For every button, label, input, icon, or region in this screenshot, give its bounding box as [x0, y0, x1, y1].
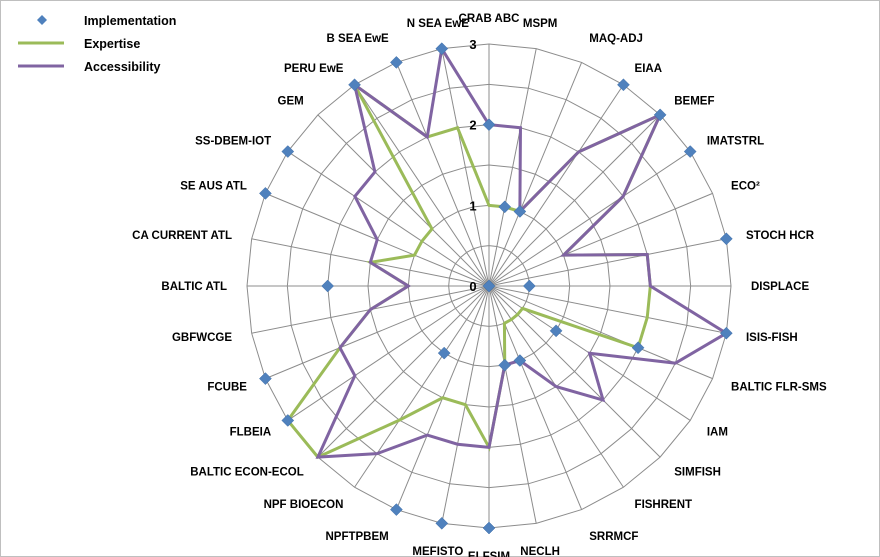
implementation-marker	[348, 78, 361, 92]
legend-label: Implementation	[84, 14, 176, 28]
category-label: PERU EwE	[284, 63, 344, 75]
category-label: DISPLACE	[751, 281, 809, 293]
category-label: ECO²	[731, 181, 760, 193]
category-label: MEFISTO	[412, 546, 463, 557]
tick-label: 2	[469, 118, 476, 133]
implementation-marker	[549, 324, 563, 338]
category-label: BALTIC ECON-ECOL	[190, 466, 304, 478]
category-label: NECLH	[520, 546, 560, 557]
category-label: IMATSTRL	[707, 135, 764, 147]
spoke	[488, 62, 583, 287]
spoke	[488, 151, 691, 287]
tick-label: 0	[469, 279, 476, 294]
spoke	[287, 285, 490, 421]
implementation-marker	[653, 108, 667, 122]
implementation-marker	[683, 145, 697, 158]
implementation-marker	[390, 503, 403, 516]
legend-label: Expertise	[84, 37, 140, 51]
implementation-marker	[321, 279, 335, 293]
implementation-marker	[522, 279, 536, 293]
category-label: ISIS-FISH	[746, 332, 798, 344]
category-label: B SEA EwE	[327, 33, 390, 45]
category-label: FLBEIA	[230, 427, 272, 439]
category-label: EIAA	[635, 63, 662, 75]
category-label: SRRMCF	[589, 531, 638, 543]
category-label: N SEA EwE	[407, 18, 470, 30]
tick-label: 1	[469, 198, 476, 213]
implementation-marker	[498, 358, 512, 372]
category-label: NPF BIOECON	[264, 499, 344, 511]
series-markers	[259, 42, 733, 535]
implementation-marker	[259, 187, 272, 200]
spoke	[395, 62, 490, 287]
tick-label: 3	[469, 37, 476, 52]
implementation-marker	[281, 414, 295, 427]
category-label: BALTIC ATL	[161, 281, 227, 293]
category-label: NPFTPBEM	[325, 531, 388, 543]
category-label: ELFSIM	[468, 551, 510, 557]
spoke	[354, 84, 490, 287]
implementation-marker	[259, 372, 272, 385]
category-label: IAM	[707, 427, 728, 439]
legend: Implementation Expertise Accessibility	[18, 14, 176, 74]
spoke	[488, 285, 583, 510]
category-label: SE AUS ATL	[180, 181, 247, 193]
category-label: STOCH HCR	[746, 230, 815, 242]
implementation-marker	[719, 232, 733, 246]
category-label: BALTIC FLR-SMS	[731, 381, 827, 393]
implementation-marker	[435, 42, 449, 56]
spoke	[265, 285, 490, 380]
category-label: BEMEF	[674, 96, 714, 108]
category-label: MSPM	[523, 18, 558, 30]
category-label: CRAB ABC	[459, 13, 520, 25]
implementation-marker	[719, 326, 733, 340]
spoke	[488, 285, 727, 334]
category-label: SIMFISH	[674, 466, 721, 478]
legend-label: Accessibility	[84, 60, 160, 74]
spoke	[488, 285, 661, 458]
implementation-marker	[513, 205, 527, 218]
category-label: GEM	[278, 96, 304, 108]
category-labels: CRAB ABC MSPM MAQ-ADJ EIAA BEMEF IMATSTRL ECO²…	[132, 13, 827, 557]
implementation-marker	[390, 56, 403, 69]
category-label: GBFWCGE	[172, 332, 232, 344]
category-label: FISHRENT	[635, 499, 693, 511]
implementation-marker	[281, 145, 295, 158]
implementation-marker	[482, 279, 496, 293]
implementation-marker	[482, 521, 496, 535]
spoke	[488, 48, 537, 287]
category-label: MAQ-ADJ	[589, 33, 643, 45]
implementation-marker	[482, 118, 496, 132]
spoke	[488, 285, 537, 524]
implementation-marker	[631, 341, 645, 355]
implementation-marker	[435, 516, 449, 530]
spoke	[488, 192, 713, 287]
radial-tick-labels: 0 1 2 3	[469, 37, 476, 294]
category-label: SS-DBEM-IOT	[195, 135, 271, 147]
implementation-marker	[437, 346, 451, 360]
spoke	[488, 114, 661, 287]
category-label: FCUBE	[207, 381, 247, 393]
spoke	[488, 238, 727, 287]
implementation-marker	[513, 354, 527, 367]
spoke	[441, 48, 490, 287]
spoke	[287, 151, 490, 287]
spoke	[488, 285, 713, 380]
series-lines	[285, 44, 730, 459]
spoke	[317, 285, 490, 458]
legend-swatch-implementation	[37, 15, 47, 25]
implementation-marker	[617, 78, 630, 92]
implementation-marker	[498, 200, 512, 214]
category-label: CA CURRENT ATL	[132, 230, 232, 242]
spoke	[317, 114, 490, 287]
series-line-accessibility	[315, 44, 730, 459]
spoke	[488, 84, 624, 287]
